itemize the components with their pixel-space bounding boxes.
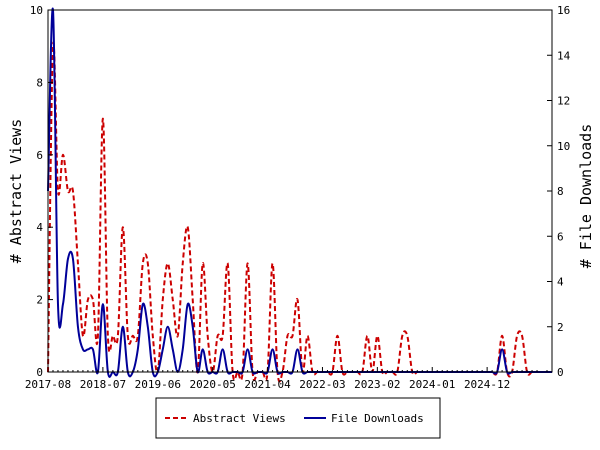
x-tick-label: 2020-05: [189, 378, 235, 391]
y-right-tick-label: 2: [557, 321, 564, 334]
x-tick-label: 2021-04: [244, 378, 291, 391]
x-tick-label: 2018-07: [80, 378, 126, 391]
axes-layer: 0 2 4 6 8 10 0 2 4 6 8 10 12 14 16 2017-08 2018-07 2019-0…: [25, 4, 571, 391]
y-right-tick-label: 4: [557, 276, 564, 289]
x-tick-label: 2019-06: [135, 378, 181, 391]
y-left-tick-label: 8: [36, 76, 43, 89]
legend-label-file-downloads: File Downloads: [331, 412, 424, 425]
y-right-tick-label: 16: [557, 4, 570, 17]
y-right-tick-label: 0: [557, 366, 564, 379]
y-left-tick-label: 6: [36, 149, 43, 162]
y-left-tick-label: 2: [36, 294, 43, 307]
y-axis-left-title: # Abstract Views: [7, 119, 25, 264]
legend: Abstract Views File Downloads: [155, 397, 441, 439]
y-right-tick-label: 8: [557, 185, 564, 198]
x-tick-label: 2024-12: [464, 378, 510, 391]
y-right-tick-label: 10: [557, 140, 570, 153]
legend-box: [155, 397, 441, 439]
y-right-tick-label: 12: [557, 95, 570, 108]
y-left-tick-label: 4: [36, 221, 43, 234]
x-tick-label: 2024-01: [409, 378, 455, 391]
y-right-tick-label: 14: [557, 49, 571, 62]
x-tick-label: 2023-02: [354, 378, 400, 391]
y-right-tick-label: 6: [557, 230, 564, 243]
x-tick-label: 2022-03: [299, 378, 345, 391]
file-downloads-line: [47, 7, 552, 378]
series-layer: [47, 7, 552, 383]
y-axis-right-title: # File Downloads: [577, 124, 595, 269]
y-left-tick-label: 10: [30, 4, 43, 17]
x-tick-label: 2017-08: [25, 378, 71, 391]
legend-label-abstract-views: Abstract Views: [193, 412, 286, 425]
y-left-tick-label: 0: [36, 366, 43, 379]
